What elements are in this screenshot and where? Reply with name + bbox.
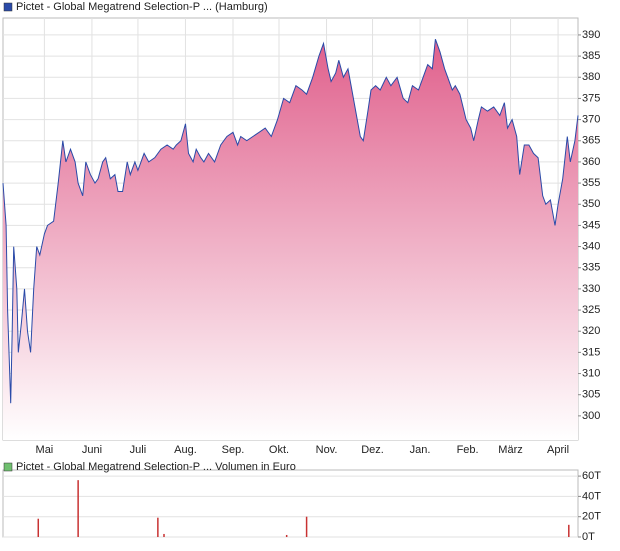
y-tick-label: 360	[582, 156, 600, 168]
bar	[157, 517, 159, 537]
legend-swatch	[3, 2, 13, 12]
x-tick-label: Sep.	[222, 444, 245, 456]
volume-panel	[2, 469, 579, 538]
y-tick-label: 335	[582, 262, 600, 274]
bar	[37, 518, 40, 537]
area	[3, 39, 578, 440]
y-tick-label: 340	[582, 240, 600, 252]
y-tick-label: 320	[582, 325, 600, 337]
y-tick-label: 315	[582, 346, 600, 358]
y-tick-label: 40T	[582, 490, 601, 502]
y-tick-label: 365	[582, 135, 600, 147]
line	[2, 39, 579, 404]
legend-swatch	[3, 462, 13, 472]
y-tick-label: 370	[582, 113, 600, 125]
x-tick-label: Aug.	[174, 444, 197, 456]
y-tick-label: 325	[582, 304, 600, 316]
y-tick-label: 60T	[582, 470, 601, 482]
y-tick-label: 330	[582, 283, 600, 295]
bar	[163, 533, 165, 537]
bar	[285, 534, 288, 537]
y-tick-label: 20T	[582, 511, 601, 523]
x-tick-label: Okt.	[269, 444, 289, 456]
y-tick-label: 300	[582, 410, 600, 422]
y-tick-label: 380	[582, 71, 600, 83]
x-tick-label: Nov.	[316, 444, 338, 456]
legend-label: Pictet - Global Megatrend Selection-P ..…	[16, 461, 296, 473]
y-tick-label: 310	[582, 367, 600, 379]
x-tick-label: Dez.	[361, 444, 384, 456]
bar	[568, 524, 570, 537]
x-tick-label: März	[498, 444, 522, 456]
y-tick-label: 390	[582, 29, 600, 41]
x-tick-label: Jan.	[410, 444, 431, 456]
legend-label: Pictet - Global Megatrend Selection-P ..…	[16, 1, 268, 13]
bar	[77, 480, 79, 537]
y-tick-label: 305	[582, 389, 600, 401]
x-tick-label: Juni	[82, 444, 102, 456]
y-tick-label: 345	[582, 219, 600, 231]
x-tick-label: April	[547, 444, 569, 456]
y-tick-label: 0T	[582, 531, 595, 543]
x-tick-label: Mai	[36, 444, 54, 456]
y-tick-label: 355	[582, 177, 600, 189]
x-tick-label: Feb.	[457, 444, 479, 456]
bar	[305, 516, 308, 537]
y-tick-label: 385	[582, 50, 600, 62]
y-tick-label: 350	[582, 198, 600, 210]
x-tick-label: Juli	[130, 444, 147, 456]
y-tick-label: 375	[582, 92, 600, 104]
